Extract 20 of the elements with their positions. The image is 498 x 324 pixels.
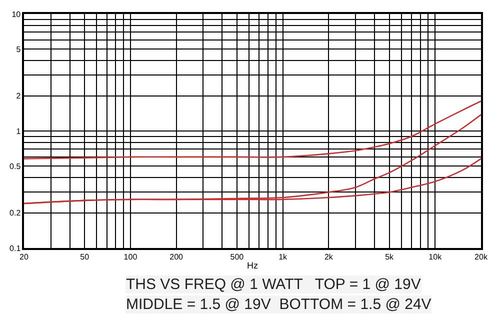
text: THS VS FREQ @ 1 WATT TOP = 1 @ 19V [126, 276, 421, 293]
x-tick-label: 100 [124, 252, 138, 262]
text: MIDDLE = 1.5 @ 19V BOTTOM = 1.5 @ 24V [126, 296, 432, 313]
y-tick-label: 0.5 [10, 162, 22, 172]
y-tick-label: 5 [16, 45, 22, 54]
y-tick-label: 1 [16, 126, 22, 136]
x-tick-label: 5k [385, 252, 395, 262]
x-tick-label: 500 [230, 252, 244, 262]
x-tick-label: 2k [324, 252, 334, 262]
x-tick-label: 20 [20, 252, 29, 262]
x-tick-label: 1k [278, 252, 288, 262]
y-tick-label: 0.1 [10, 244, 22, 253]
x-tick-label: 20k [474, 252, 488, 262]
x-tick-label: 10k [428, 252, 443, 262]
y-tick-label: 0.2 [10, 208, 22, 218]
y-tick-label: 2 [16, 92, 22, 101]
x-axis-title: Hz [247, 260, 258, 271]
y-tick-label: 10 [12, 10, 22, 19]
x-tick-label: 50 [80, 252, 90, 262]
x-tick-label: 200 [170, 252, 184, 262]
